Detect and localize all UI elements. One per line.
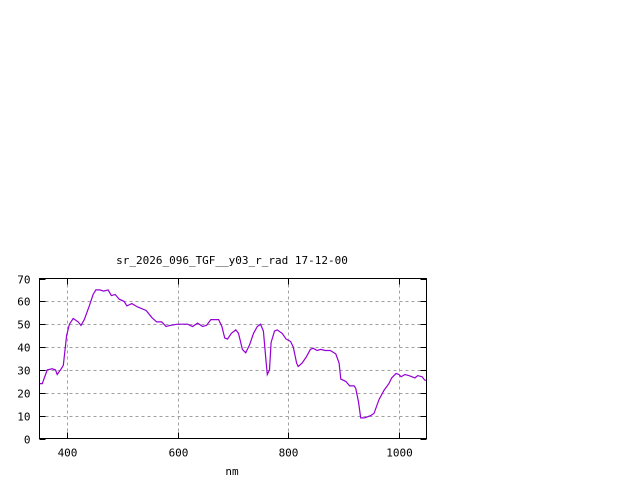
x-tick-label: 800 bbox=[279, 447, 299, 460]
y-tick-label: 0 bbox=[24, 434, 31, 447]
y-tick-label: 50 bbox=[17, 319, 30, 332]
chart-title: sr_2026_096_TGF__y03_r_rad 17-12-00 bbox=[116, 254, 348, 267]
y-tick-label: 70 bbox=[17, 274, 30, 287]
ticks: 0 10 20 30 40 50 60 70 400 600 800 1000 bbox=[17, 274, 427, 460]
x-axis-label: nm bbox=[225, 465, 239, 478]
y-tick-label: 20 bbox=[17, 388, 30, 401]
spectrum-line bbox=[39, 289, 427, 419]
y-tick-label: 30 bbox=[17, 365, 30, 378]
plot-frame bbox=[39, 278, 427, 439]
x-tick-label: 400 bbox=[58, 447, 78, 460]
series bbox=[39, 289, 427, 419]
y-tick-label: 60 bbox=[17, 296, 30, 309]
x-tick-label: 600 bbox=[169, 447, 189, 460]
y-tick-label: 40 bbox=[17, 342, 30, 355]
y-tick-label: 10 bbox=[17, 411, 30, 424]
x-tick-label: 1000 bbox=[386, 447, 413, 460]
grid bbox=[39, 278, 427, 439]
